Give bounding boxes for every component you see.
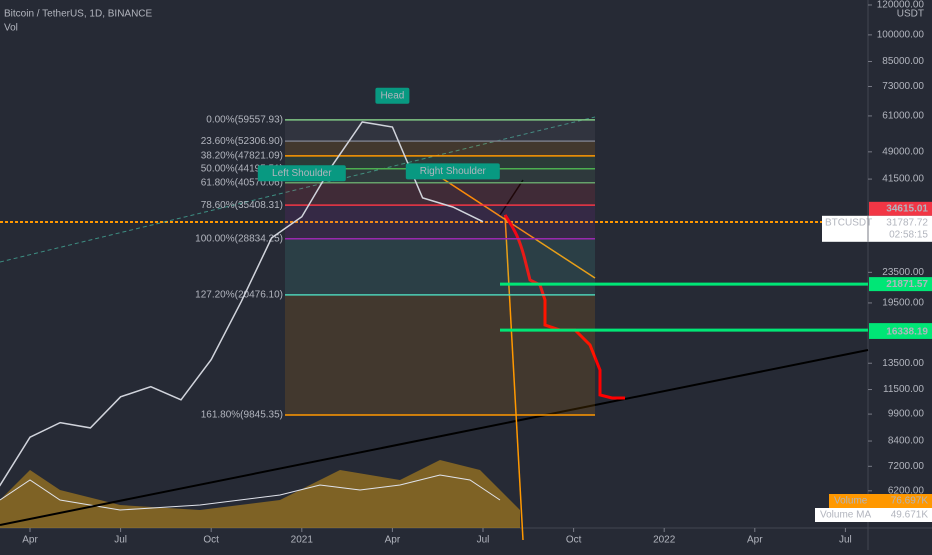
projection-drop bbox=[504, 214, 524, 541]
price-badge-label: 16338.19 bbox=[886, 327, 928, 338]
price-tick-label: 41500.00 bbox=[882, 174, 924, 185]
fib-label: 161.80%(9845.35) bbox=[201, 410, 283, 421]
volume-ma-name: Volume MA bbox=[820, 510, 871, 521]
price-tick-label: 23500.00 bbox=[882, 267, 924, 278]
annotation-text: Left Shoulder bbox=[272, 168, 332, 179]
fib-zone bbox=[285, 205, 595, 239]
last-price-value: 31787.72 bbox=[886, 217, 928, 228]
annotation-text: Head bbox=[380, 90, 404, 101]
time-tick-label: Jul bbox=[114, 535, 127, 546]
annotation-box bbox=[257, 165, 346, 182]
time-tick-label: Apr bbox=[385, 535, 401, 546]
fib-zone bbox=[285, 141, 595, 156]
fib-zone bbox=[285, 155, 595, 169]
fib-label: 100.00%(28834.25) bbox=[195, 233, 283, 244]
breakout-line bbox=[499, 179, 524, 216]
fib-zone bbox=[285, 182, 595, 206]
fib-label: 78.60%(35408.31) bbox=[201, 200, 283, 211]
price-axis-area bbox=[868, 0, 932, 550]
last-price-box bbox=[822, 215, 932, 242]
fib-zone bbox=[285, 294, 595, 415]
fib-label: 23.60%(52306.90) bbox=[201, 136, 283, 147]
price-tick-label: 19500.00 bbox=[882, 298, 924, 309]
price-tick-label: 85000.00 bbox=[882, 56, 924, 67]
price-tick-label: 120000.00 bbox=[877, 0, 925, 11]
price-badge bbox=[869, 324, 932, 339]
price-tick-label: 7200.00 bbox=[888, 461, 925, 472]
price-badge-label: 34615.01 bbox=[886, 203, 928, 214]
trendline bbox=[0, 349, 869, 526]
symbol-title: Bitcoin / TetherUS, 1D, BINANCE bbox=[4, 9, 153, 20]
volume-ma bbox=[0, 474, 501, 511]
price-tick-label: 49000.00 bbox=[882, 146, 924, 157]
annotation-text: Right Shoulder bbox=[420, 166, 487, 177]
volume-ma-badge bbox=[815, 508, 932, 522]
fib-label: 38.20%(47821.09) bbox=[201, 150, 283, 161]
fib-label: 0.00%(59557.93) bbox=[206, 114, 283, 125]
price-line bbox=[0, 121, 484, 487]
volume-area bbox=[0, 460, 520, 528]
volume-name: Volume bbox=[834, 496, 868, 507]
time-tick-label: Jul bbox=[477, 535, 490, 546]
time-tick-label: Apr bbox=[747, 535, 763, 546]
axis-unit: USDT bbox=[897, 9, 924, 20]
annotation-box bbox=[375, 87, 410, 104]
price-tick-label: 6200.00 bbox=[888, 485, 925, 496]
time-tick-label: Oct bbox=[566, 535, 582, 546]
fib-label: 61.80%(40570.06) bbox=[201, 177, 283, 188]
fib-zone bbox=[285, 119, 595, 142]
price-tick-label: 8400.00 bbox=[888, 436, 925, 447]
annotation-box bbox=[405, 163, 500, 180]
price-tick-label: 13500.00 bbox=[882, 358, 924, 369]
time-tick-label: Oct bbox=[203, 535, 219, 546]
price-badge bbox=[869, 277, 932, 292]
time-tick-label: Apr bbox=[22, 535, 38, 546]
price-tick-label: 61000.00 bbox=[882, 111, 924, 122]
study-title: Vol bbox=[4, 23, 18, 34]
price-tick-label: 9900.00 bbox=[888, 409, 925, 420]
volume-value: 76.697K bbox=[891, 496, 929, 507]
fib-zone bbox=[285, 238, 595, 295]
price-tick-label: 11500.00 bbox=[883, 384, 924, 395]
red-projection bbox=[503, 214, 625, 400]
projection-line bbox=[436, 174, 596, 279]
time-tick-label: 2021 bbox=[291, 535, 314, 546]
price-badge-label: 21871.57 bbox=[886, 279, 928, 290]
price-tick-label: 73000.00 bbox=[882, 81, 924, 92]
price-badge bbox=[869, 201, 932, 216]
price-tick-label: 100000.00 bbox=[877, 30, 925, 41]
last-price-countdown: 02:58:15 bbox=[889, 229, 928, 240]
volume-ma-value: 49.671K bbox=[891, 510, 929, 521]
fib-label: 127.20%(20476.10) bbox=[195, 290, 283, 301]
last-price-symbol: BTCUSDT bbox=[825, 217, 872, 228]
time-tick-label: 2022 bbox=[653, 535, 676, 546]
fib-label: 50.00%(44195.51) bbox=[201, 163, 283, 174]
time-tick-label: Jul bbox=[839, 535, 852, 546]
volume-badge bbox=[829, 494, 932, 508]
